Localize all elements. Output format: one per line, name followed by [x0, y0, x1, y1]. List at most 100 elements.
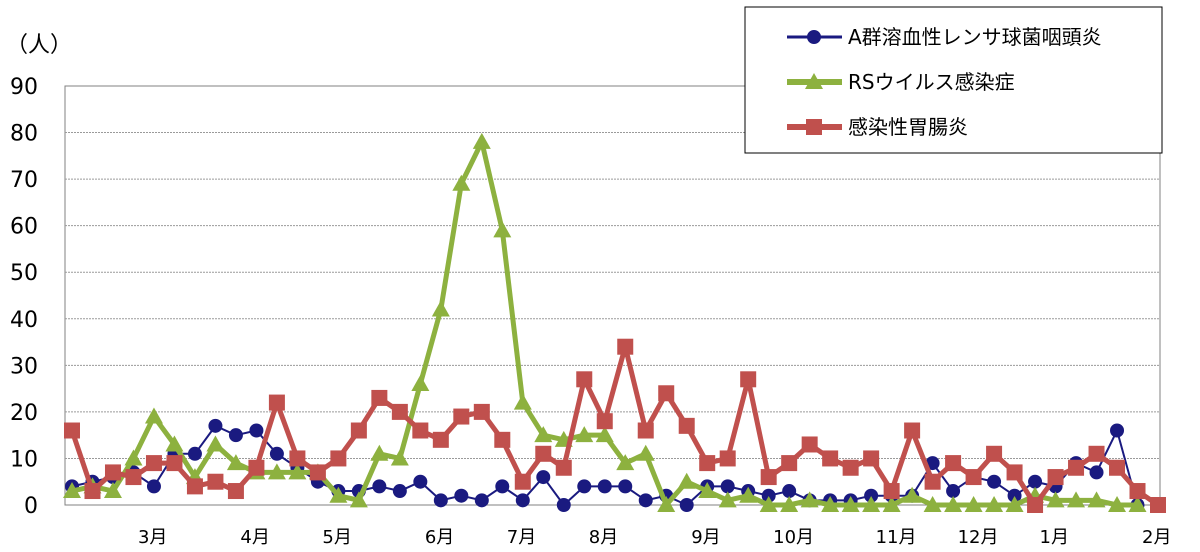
data-point	[1028, 474, 1043, 489]
data-point	[658, 385, 675, 402]
data-point	[1005, 496, 1024, 512]
data-point	[412, 422, 429, 439]
data-point	[782, 484, 797, 499]
data-point	[228, 428, 243, 443]
data-point	[124, 449, 143, 466]
data-point	[576, 371, 593, 388]
data-point	[268, 394, 285, 411]
x-month-label: 2月	[1142, 527, 1171, 548]
data-point	[987, 474, 1002, 489]
data-point	[349, 491, 368, 508]
data-point	[636, 444, 655, 461]
y-tick-label: 30	[10, 354, 38, 379]
data-point	[616, 454, 635, 471]
data-point	[330, 450, 347, 467]
data-point	[575, 426, 594, 443]
data-point	[226, 454, 245, 471]
data-point	[924, 473, 941, 490]
y-tick-label: 80	[10, 122, 38, 147]
data-point	[595, 426, 614, 443]
data-point	[780, 496, 799, 512]
data-point	[535, 445, 552, 462]
data-point	[822, 450, 839, 467]
data-point	[453, 408, 470, 425]
data-point	[1068, 459, 1085, 476]
data-point	[145, 455, 162, 472]
series-group	[63, 132, 1166, 513]
data-point	[944, 496, 963, 512]
data-point	[1089, 465, 1104, 480]
legend-entry: A群溶血性レンサ球菌咽頭炎	[787, 25, 1102, 49]
data-point	[125, 469, 142, 486]
data-point	[431, 300, 450, 317]
data-point	[1006, 464, 1023, 481]
data-point	[718, 491, 737, 508]
data-point	[350, 422, 367, 439]
legend-label: 感染性胃腸炎	[848, 115, 968, 139]
data-point	[454, 488, 469, 503]
data-point	[1109, 459, 1126, 476]
legend-entry: RSウイルス感染症	[787, 70, 1015, 94]
data-point	[166, 455, 183, 472]
data-point	[146, 479, 161, 494]
data-point	[515, 493, 530, 508]
data-point	[597, 479, 612, 494]
data-point	[186, 478, 203, 495]
data-point	[227, 483, 244, 500]
data-point	[187, 446, 202, 461]
data-point	[472, 132, 491, 149]
data-point	[207, 473, 224, 490]
data-point	[391, 403, 408, 420]
data-point	[800, 491, 819, 508]
x-month-label: 6月	[425, 527, 454, 548]
x-month-label: 5月	[322, 527, 351, 548]
legend-label: RSウイルス感染症	[848, 70, 1015, 94]
legend-label: A群溶血性レンサ球菌咽頭炎	[848, 25, 1102, 49]
x-month-label: 7月	[507, 527, 536, 548]
data-point	[452, 174, 471, 191]
y-tick-label: 10	[10, 447, 38, 472]
data-point	[903, 486, 922, 503]
data-point	[1087, 491, 1106, 508]
x-month-label: 10月	[773, 527, 814, 548]
data-point	[699, 455, 716, 472]
data-point	[678, 417, 695, 434]
x-month-label: 3月	[138, 527, 167, 548]
data-point	[638, 493, 653, 508]
data-point	[392, 484, 407, 499]
data-point	[1047, 469, 1064, 486]
data-point	[1128, 496, 1147, 512]
data-point	[1027, 497, 1044, 513]
data-point	[759, 496, 778, 512]
data-point	[371, 389, 388, 406]
legend-marker	[806, 119, 822, 135]
x-month-label: 8月	[589, 527, 618, 548]
y-tick-label: 0	[24, 494, 38, 519]
data-point	[1110, 423, 1125, 438]
data-point	[432, 431, 449, 448]
data-point	[556, 498, 571, 512]
data-point	[904, 422, 921, 439]
x-month-label: 12月	[958, 527, 999, 548]
data-point	[433, 493, 448, 508]
y-axis-ticks: 0 10 20 30 40 50 60 70 80 90	[10, 75, 38, 519]
y-tick-label: 20	[10, 401, 38, 426]
data-point	[1129, 483, 1146, 500]
data-point	[493, 221, 512, 238]
legend-entry: 感染性胃腸炎	[787, 115, 968, 139]
data-point	[103, 482, 122, 499]
data-point	[513, 393, 532, 410]
data-point	[84, 483, 101, 500]
data-point	[555, 459, 572, 476]
data-point	[677, 472, 696, 489]
data-point	[288, 463, 307, 480]
data-point	[206, 435, 225, 452]
data-point	[413, 474, 428, 489]
data-point	[63, 482, 81, 499]
data-point	[719, 450, 736, 467]
data-point	[536, 470, 551, 485]
data-point	[596, 413, 613, 430]
x-month-label: 11月	[876, 527, 917, 548]
data-point	[329, 486, 348, 503]
